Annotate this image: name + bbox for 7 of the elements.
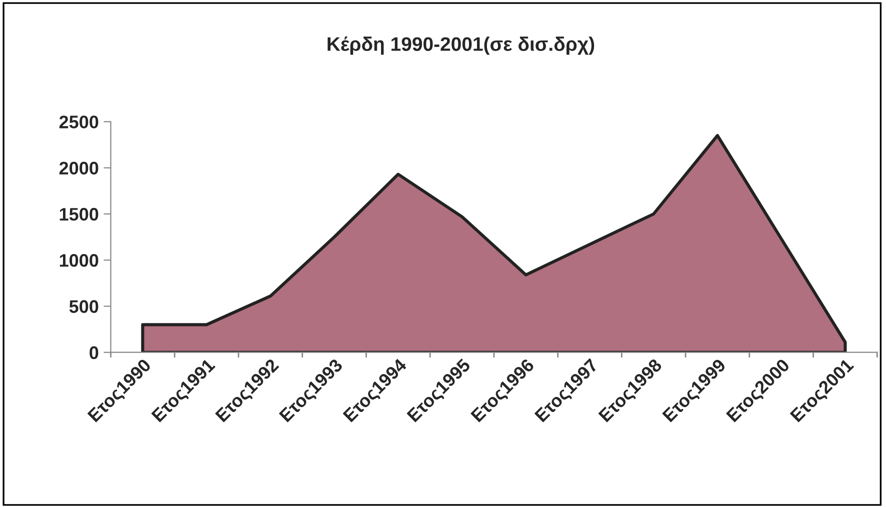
y-tick-label: 500	[69, 300, 98, 313]
y-tick-label: 2500	[59, 116, 98, 128]
y-tick-label: 1000	[60, 254, 98, 267]
chart-title: Κέρδη 1990-2001(σε δισ.δρχ)	[328, 36, 594, 55]
y-tick-label: 0	[90, 346, 98, 360]
y-tick-label: 2000	[59, 162, 98, 175]
y-tick-label: 1500	[60, 208, 98, 221]
